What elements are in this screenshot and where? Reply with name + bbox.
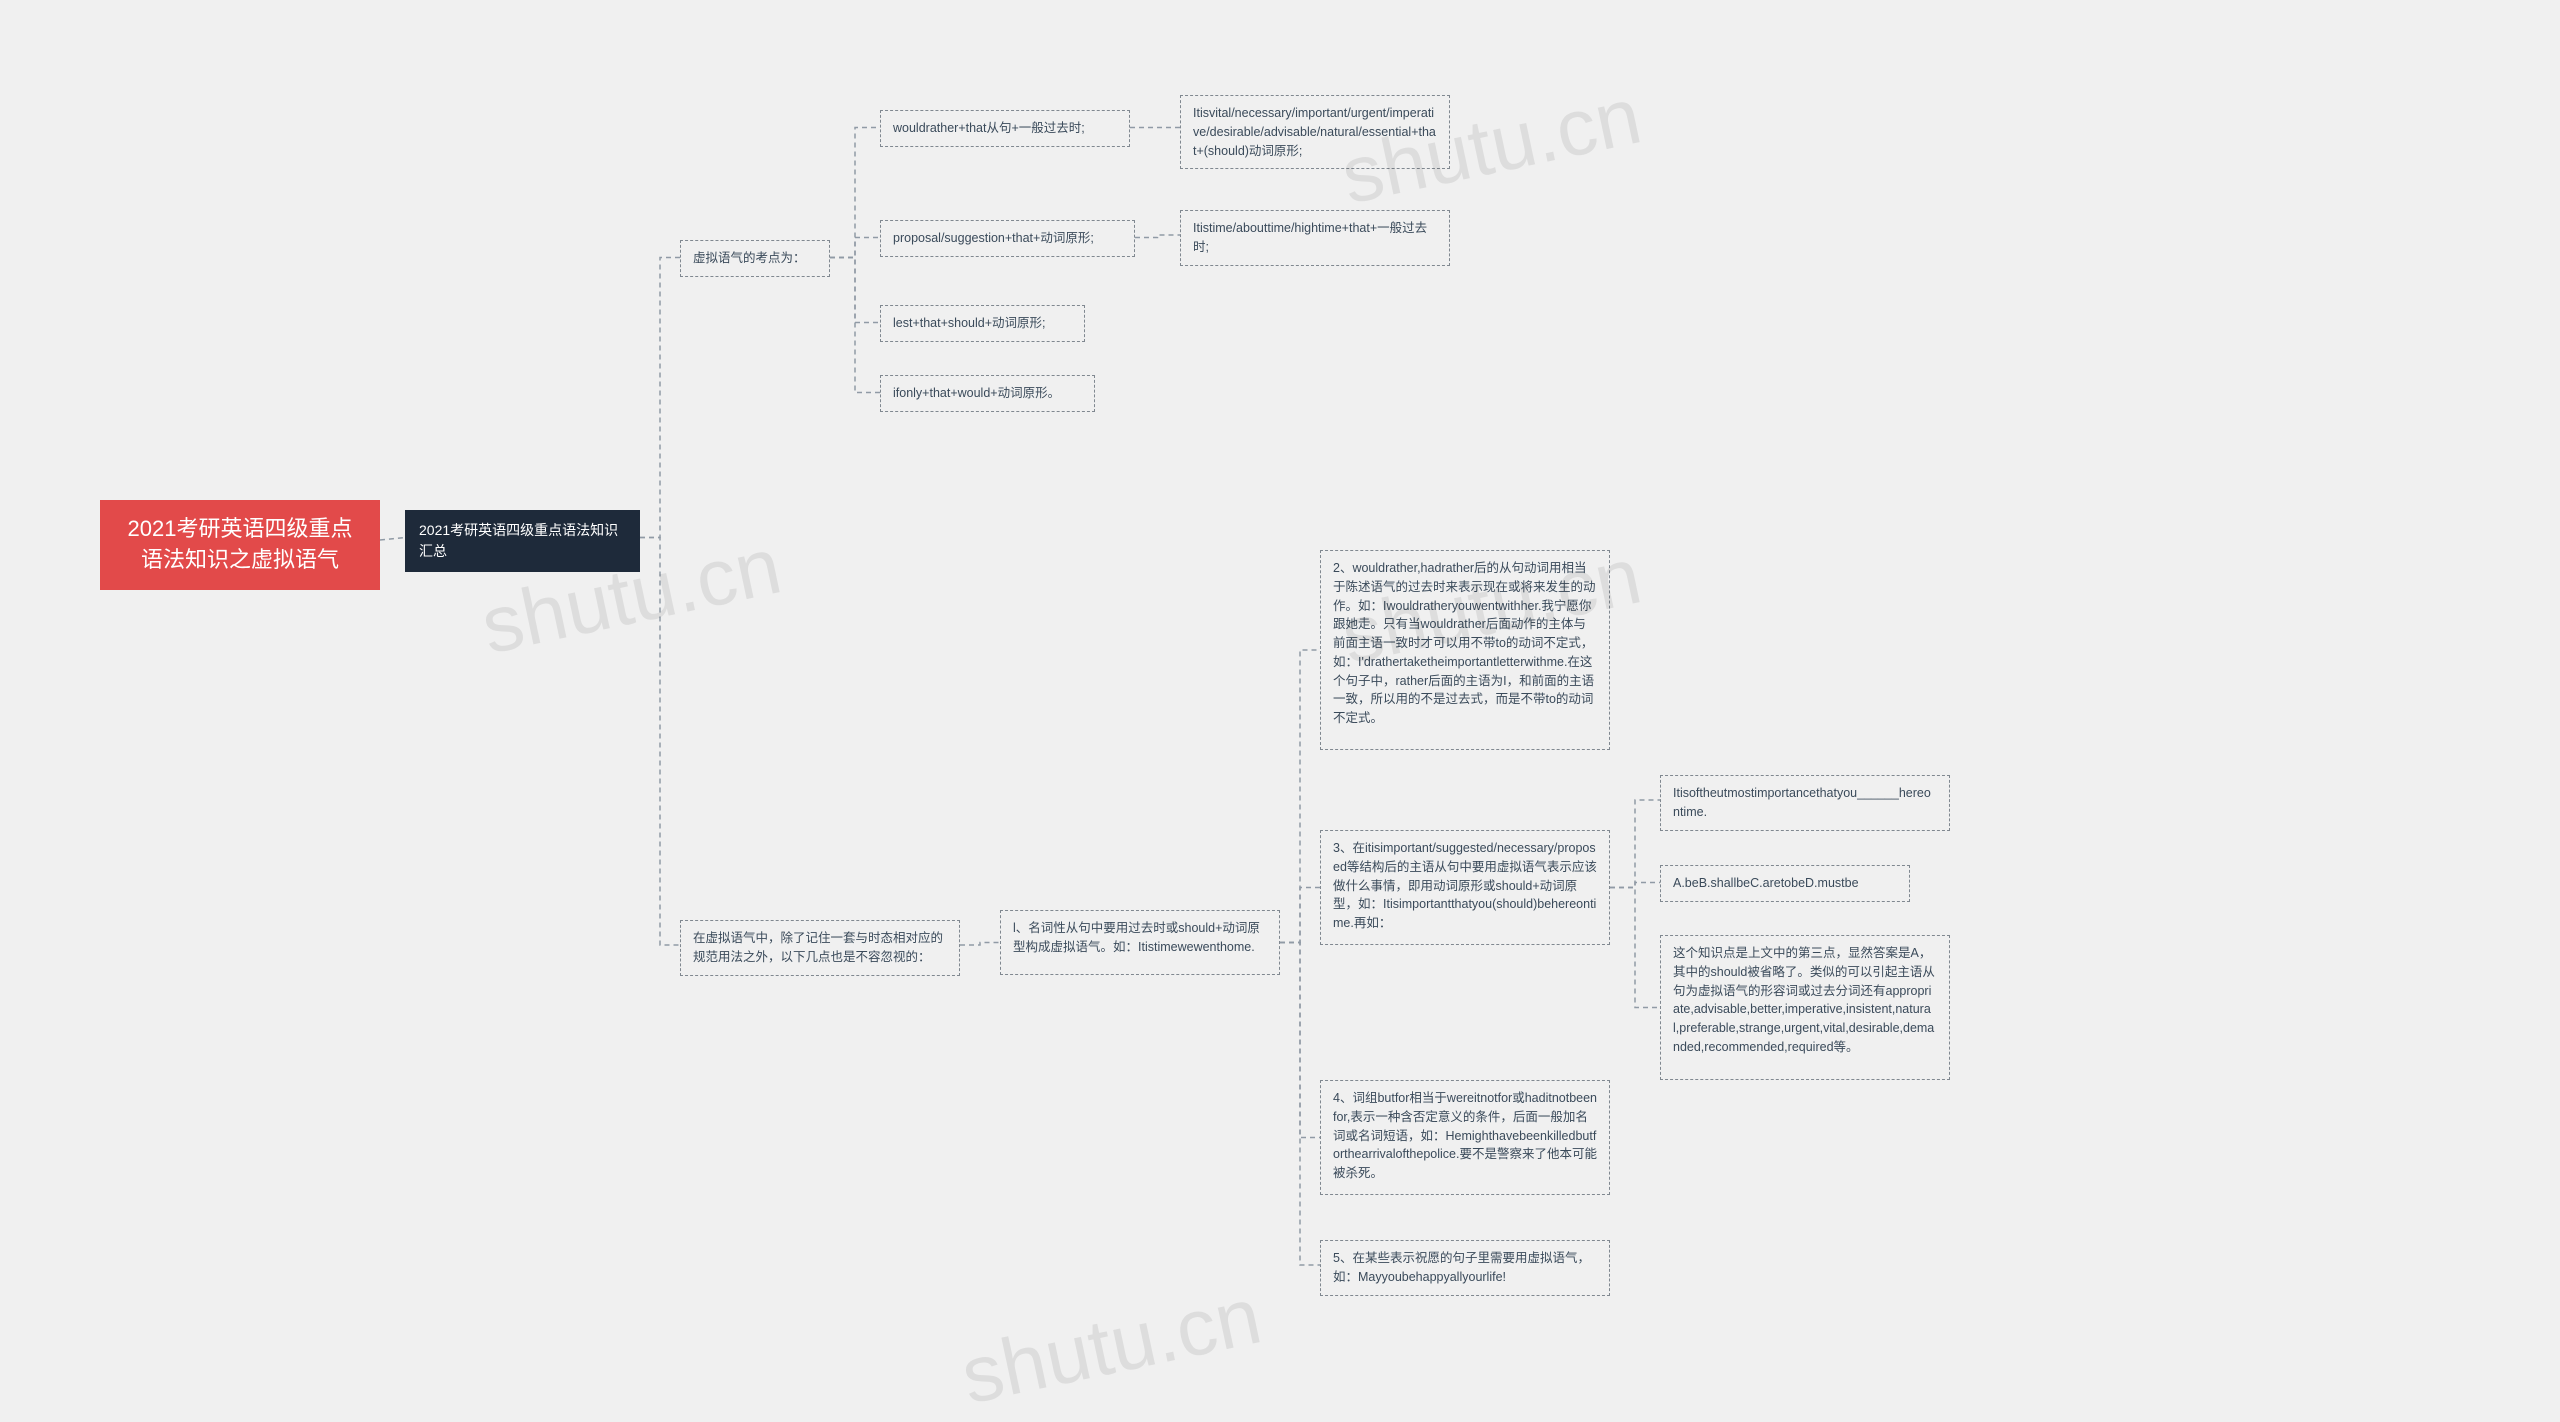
point-proposal: proposal/suggestion+that+动词原形; xyxy=(880,220,1135,257)
summary-node: 2021考研英语四级重点语法知识汇总 xyxy=(405,510,640,572)
point-butfor: 4、词组butfor相当于wereitnotfor或haditnotbeenfo… xyxy=(1320,1080,1610,1195)
example-question: Itisoftheutmostimportancethatyou______he… xyxy=(1660,775,1950,831)
point-would-rather-detail: 2、wouldrather,hadrather后的从句动词用相当于陈述语气的过去… xyxy=(1320,550,1610,750)
point-would-rather: wouldrather+that从句+一般过去时; xyxy=(880,110,1130,147)
point-wishes: 5、在某些表示祝愿的句子里需要用虚拟语气，如：Mayyoubehappyally… xyxy=(1320,1240,1610,1296)
point-vital-necessary: Itisvital/necessary/important/urgent/imp… xyxy=(1180,95,1450,169)
branch-additional-points: 在虚拟语气中，除了记住一套与时态相对应的规范用法之外，以下几点也是不容忽视的： xyxy=(680,920,960,976)
point-important-suggested: 3、在itisimportant/suggested/necessary/pro… xyxy=(1320,830,1610,945)
point-itistime: Itistime/abouttime/hightime+that+一般过去时; xyxy=(1180,210,1450,266)
watermark: shutu.cn xyxy=(954,1270,1269,1422)
example-options: A.beB.shallbeC.aretobeD.mustbe xyxy=(1660,865,1910,902)
example-explanation: 这个知识点是上文中的第三点，显然答案是A，其中的should被省略了。类似的可以… xyxy=(1660,935,1950,1080)
point-ifonly: ifonly+that+would+动词原形。 xyxy=(880,375,1095,412)
root-node: 2021考研英语四级重点语法知识之虚拟语气 xyxy=(100,500,380,590)
point-lest: lest+that+should+动词原形; xyxy=(880,305,1085,342)
branch-subjunctive-points: 虚拟语气的考点为： xyxy=(680,240,830,277)
point-noun-clause: l、名词性从句中要用过去时或should+动词原型构成虚拟语气。如：Itisti… xyxy=(1000,910,1280,975)
